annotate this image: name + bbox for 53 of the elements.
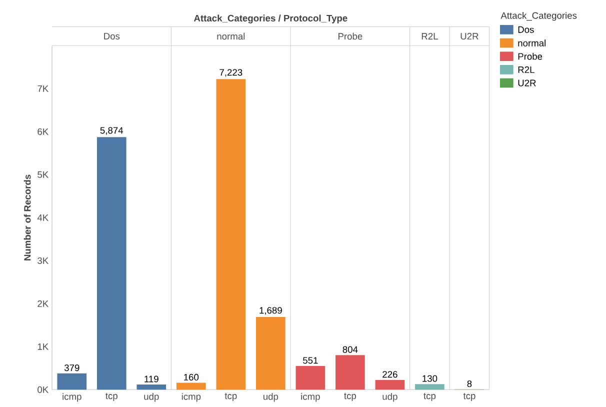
legend-label: R2L [518, 66, 534, 73]
text: U2R [460, 32, 478, 40]
bar [375, 380, 405, 390]
bar [216, 79, 246, 390]
bar [296, 366, 326, 390]
y-tick-label: 3K [38, 257, 49, 264]
y-tick-label: 1K [38, 343, 49, 350]
data-label: 130 [422, 375, 438, 382]
data-label: 804 [342, 346, 358, 353]
chart-title: Attack_Categories / Protocol_Type [194, 14, 348, 24]
y-axis-title: Number of Records [24, 174, 31, 260]
y-tick-label: 4K [37, 214, 49, 221]
legend-title: Attack_Categories [500, 12, 577, 21]
y-tick-label: 2K [38, 300, 49, 307]
legend-label: U2R [518, 80, 536, 86]
text: Probe [338, 32, 362, 40]
text: R2L [422, 32, 438, 40]
x-tick-label: tcp [424, 393, 436, 402]
data-label: 226 [382, 371, 398, 378]
bar [415, 384, 444, 390]
bar [136, 384, 166, 390]
text: normal [217, 32, 245, 40]
data-label: 551 [303, 357, 318, 364]
bar [336, 355, 365, 390]
x-tick-label: udp [263, 393, 278, 402]
x-tick-label: icmp [182, 393, 201, 402]
x-tick-label: tcp [463, 393, 476, 402]
legend-label: Dos [518, 26, 534, 33]
legend-label: Probe [518, 52, 542, 60]
x-tick-label: tcp [106, 393, 118, 402]
data-label: 1,689 [260, 307, 282, 315]
legend-label: normal [518, 40, 546, 46]
x-tick-label: tcp [344, 393, 356, 402]
bar [256, 317, 286, 390]
bar [57, 373, 87, 390]
bar [96, 137, 126, 390]
x-tick-label: udp [382, 393, 398, 402]
bar [176, 382, 206, 390]
data-label: 5,874 [100, 127, 124, 135]
y-tick-label: 5K [38, 171, 49, 178]
y-tick-label: 7K [38, 85, 49, 92]
data-label: 7,223 [220, 69, 242, 77]
data-label: 379 [64, 364, 80, 372]
y-tick-label: 6K [38, 128, 49, 135]
data-label: 119 [144, 376, 158, 382]
x-tick-label: tcp [224, 393, 237, 402]
data-label: 8 [467, 380, 472, 388]
x-tick-label: udp [144, 393, 159, 402]
data-label: 160 [184, 374, 199, 381]
x-tick-label: icmp [62, 393, 82, 402]
y-tick-label: 0K [38, 386, 49, 393]
x-tick-label: icmp [301, 393, 320, 402]
text: Dos [104, 32, 120, 40]
